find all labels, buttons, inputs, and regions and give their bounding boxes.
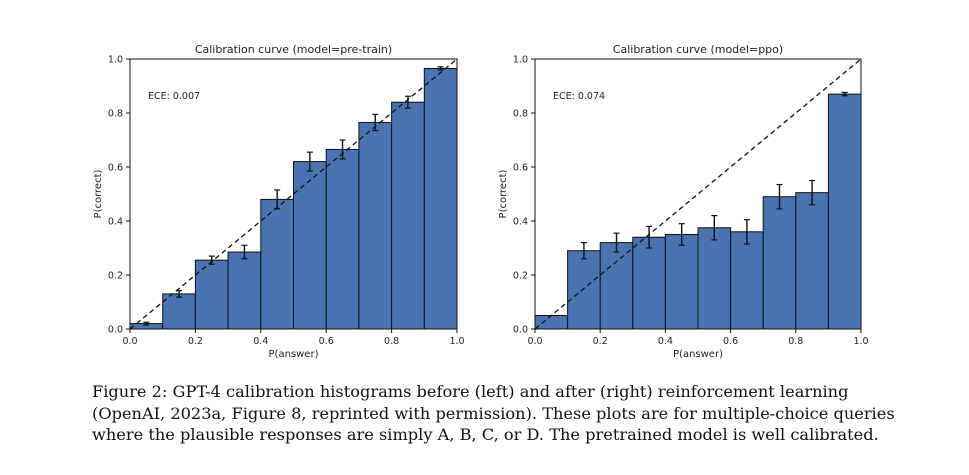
calibration-bar	[260, 198, 294, 330]
y-tick-label: 0.0	[513, 325, 528, 336]
error-bar	[143, 321, 150, 326]
calibration-bar	[293, 161, 327, 330]
x-tick-label: 0.8	[788, 336, 803, 347]
chart-panel-pretrain: 0.0 0.2 0.4 0.6 0.8 1.0 0.0 0.2 0.4 0.6 0.8 1.0 Cali…	[93, 43, 465, 360]
y-tick-label: 0.8	[513, 109, 528, 120]
chart-title: Calibration curve (model=pre-train)	[195, 43, 392, 56]
caption-line-3: where the plausible responses are simply…	[92, 425, 879, 444]
x-tick-label: 0.0	[527, 336, 542, 347]
x-axis-label: P(answer)	[673, 349, 723, 360]
calibration-bar	[194, 259, 229, 330]
x-tick-label: 0.8	[384, 336, 399, 347]
error-bar	[306, 151, 313, 172]
x-tick-label: 0.6	[723, 336, 738, 347]
calibration-bar	[358, 121, 393, 330]
error-bar	[646, 225, 653, 249]
y-tick-label: 0.6	[108, 163, 123, 174]
error-bar	[208, 255, 215, 265]
calibration-bar	[827, 93, 862, 330]
calibration-bar	[762, 196, 797, 330]
calibration-bar	[534, 315, 569, 330]
plot-frame	[534, 58, 862, 330]
y-axis-label: P(correct)	[498, 169, 509, 218]
chart-panel-ppo: 0.0 0.2 0.4 0.6 0.8 1.0 0.0 0.2 0.4 0.6 0.8 1.0 Cali…	[498, 43, 869, 360]
x-tick-label: 0.2	[593, 336, 608, 347]
error-bar	[372, 113, 379, 132]
error-bar	[678, 223, 685, 246]
error-bar	[437, 66, 444, 71]
error-bar	[809, 179, 816, 206]
x-tick-label: 0.2	[188, 336, 203, 347]
calibration-bar	[599, 242, 634, 330]
y-tick-label: 0.2	[108, 271, 123, 282]
calibration-bar	[795, 192, 829, 330]
caption-line-1: Figure 2: GPT-4 calibration histograms b…	[92, 382, 849, 401]
ece-annotation: ECE: 0.074	[553, 91, 605, 102]
x-tick-label: 0.4	[253, 336, 268, 347]
error-bar	[711, 215, 718, 241]
y-tick-label: 1.0	[108, 55, 123, 66]
y-tick-label: 0.6	[513, 163, 528, 174]
y-tick-label: 0.4	[513, 217, 528, 228]
perfect-calibration-line	[534, 58, 862, 330]
x-tick-label: 0.6	[319, 336, 334, 347]
x-tick-label: 1.0	[449, 336, 464, 347]
x-tick-label: 0.4	[658, 336, 673, 347]
calibration-bar	[162, 293, 196, 330]
calibration-bar	[391, 101, 425, 330]
figure-caption: Figure 2: GPT-4 calibration histograms b…	[92, 381, 895, 446]
calibration-bar	[697, 227, 732, 330]
error-bar	[743, 219, 750, 245]
perfect-calibration-line	[129, 58, 458, 330]
y-tick-label: 0.4	[108, 217, 123, 228]
error-bar	[841, 91, 848, 97]
error-bar	[339, 139, 346, 160]
x-tick-label: 0.0	[122, 336, 137, 347]
y-tick-label: 0.8	[108, 109, 123, 120]
x-tick-label: 1.0	[853, 336, 868, 347]
error-bar	[776, 183, 783, 210]
ece-annotation: ECE: 0.007	[148, 91, 200, 102]
calibration-bar	[325, 148, 360, 330]
calibration-bar	[567, 250, 601, 330]
calibration-bar	[632, 236, 666, 330]
y-tick-label: 0.2	[513, 271, 528, 282]
calibration-bar	[730, 231, 764, 330]
caption-line-2: (OpenAI, 2023a, Figure 8, reprinted with…	[92, 403, 895, 423]
y-tick-label: 1.0	[513, 55, 528, 66]
calibration-figure: 0.0 0.2 0.4 0.6 0.8 1.0 0.0 0.2 0.4 0.6 0.8 1.0 Cali…	[93, 43, 869, 360]
error-bar	[613, 232, 620, 253]
chart-title: Calibration curve (model=ppo)	[613, 43, 783, 56]
y-tick-label: 0.0	[108, 325, 123, 336]
calibration-bar	[664, 234, 699, 330]
plot-frame	[129, 58, 458, 330]
calibration-bar	[227, 251, 262, 330]
x-axis-label: P(answer)	[269, 349, 319, 360]
error-bar	[404, 95, 411, 109]
y-axis-label: P(correct)	[93, 169, 104, 218]
error-bar	[580, 242, 587, 260]
error-bar	[241, 244, 248, 260]
calibration-bar	[423, 67, 458, 330]
